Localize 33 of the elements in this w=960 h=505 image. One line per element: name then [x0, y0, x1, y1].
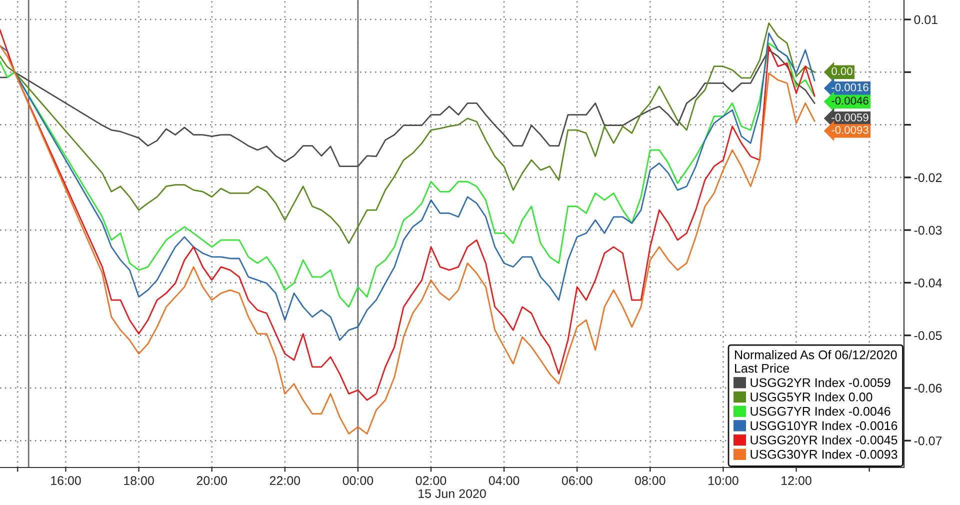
- x-tick-label: 06:00: [562, 476, 592, 486]
- data-label: -0.0016: [832, 83, 868, 92]
- legend-label: USGG30YR Index -0.0093: [750, 450, 898, 459]
- x-tick-label: 08:00: [635, 476, 666, 486]
- data-label: -0.0046: [832, 96, 868, 105]
- x-tick-label: 02:00: [416, 476, 446, 486]
- data-label: -0.0093: [832, 126, 868, 134]
- legend-label: USGG7YR Index -0.0046: [750, 406, 890, 416]
- y-tick-label: -0.06: [914, 384, 942, 393]
- line-series: [0, 22, 816, 244]
- y-tick-label: 0.01: [914, 15, 938, 24]
- x-tick-label: 00:00: [342, 476, 374, 486]
- legend-label: USGG2YR Index -0.0059: [750, 378, 890, 388]
- y-tick-label: -0.05: [914, 331, 942, 340]
- x-tick-label: 12:00: [782, 476, 812, 486]
- data-label: 0.00: [832, 67, 852, 76]
- y-tick-label: -0.03: [914, 226, 942, 235]
- y-tick-label: -0.02: [914, 173, 942, 182]
- x-tick-label: 10:00: [708, 476, 738, 486]
- x-tick-label: 04:00: [488, 476, 520, 486]
- y-tick-label: -0.07: [914, 436, 942, 446]
- x-tick-label: 16:00: [51, 476, 81, 486]
- x-tick-label: 20:00: [196, 476, 227, 486]
- legend-label: USGG10YR Index -0.0016: [750, 420, 898, 430]
- y-tick-label: -0.04: [914, 278, 942, 288]
- data-label: -0.0059: [832, 113, 868, 122]
- x-axis-title: 15 Jun 2020: [418, 489, 486, 498]
- legend-label: USGG5YR Index 0.00: [750, 392, 872, 402]
- x-tick-label: 22:00: [270, 476, 300, 486]
- line-series: [0, 49, 816, 168]
- x-tick-label: 18:00: [124, 476, 154, 486]
- legend-label: USGG20YR Index -0.0045: [750, 435, 898, 444]
- legend-title: Normalized As Of 06/12/2020 Last Price: [735, 350, 897, 373]
